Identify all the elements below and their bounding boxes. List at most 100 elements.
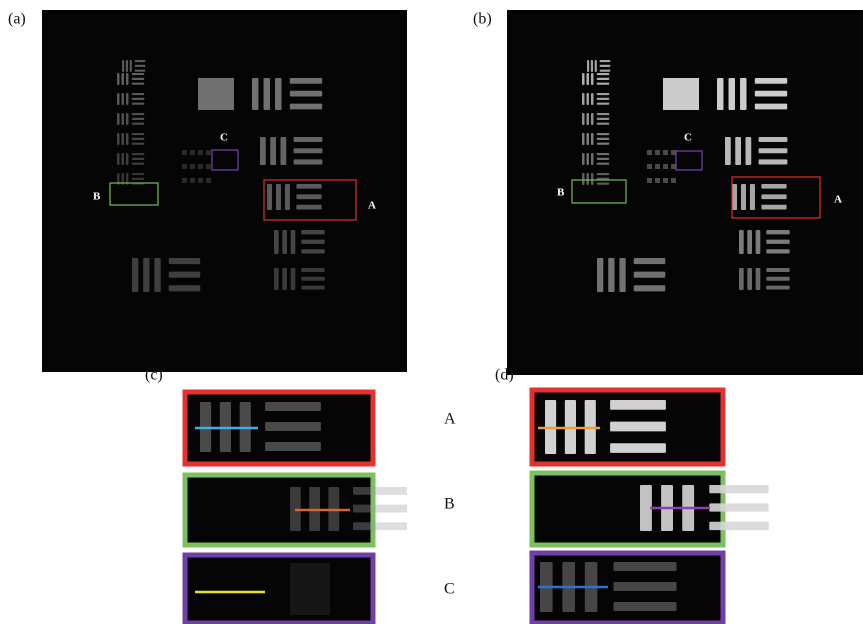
bar-pattern [132,103,145,105]
bar-pattern [717,78,723,110]
bar-pattern [198,164,203,169]
bar-pattern [634,285,666,291]
bar-pattern [709,503,768,511]
bar-pattern [756,268,761,290]
bar-pattern [634,272,666,278]
bar-pattern [671,150,676,155]
bar-pattern [586,113,589,125]
bar-pattern [132,113,145,115]
bar-pattern [756,230,761,254]
bar-pattern [732,184,737,210]
bar-pattern [126,133,129,145]
bar-pattern [614,602,677,611]
bar-pattern [759,137,788,142]
row-label: B [444,496,455,513]
bar-pattern [126,73,129,85]
bar-pattern [285,184,290,210]
bar-pattern [135,65,146,67]
bar-pattern [132,178,145,180]
bar-pattern [265,442,321,451]
bar-pattern [135,60,146,62]
bar-pattern [132,93,145,95]
bar-pattern [600,65,611,67]
region-label: C [684,132,692,144]
bar-pattern [614,562,677,571]
bar-pattern [198,178,203,183]
bar-pattern [290,104,322,110]
bar-pattern [610,422,666,432]
bar-pattern [597,118,610,120]
bar-pattern [761,184,786,189]
bar-pattern [132,83,145,85]
bar-pattern [126,113,129,125]
bar-pattern [735,137,741,165]
panel-label: (a) [8,11,26,28]
bar-pattern [582,173,585,185]
bar-pattern [294,159,323,164]
bar-pattern [121,153,124,165]
bar-pattern [755,78,787,84]
bar-pattern [750,184,755,210]
bar-pattern [282,230,287,254]
bar-pattern [597,163,610,165]
bar-pattern [132,153,145,155]
bar-pattern [353,487,407,495]
bar-pattern [766,249,789,253]
region-label: B [93,191,101,203]
region-label: A [368,200,376,212]
bar-pattern [132,73,145,75]
bar-pattern [274,268,279,290]
bar-pattern [296,184,321,189]
bar-pattern [182,164,187,169]
bar-pattern [265,402,321,411]
bar-pattern [291,268,296,290]
bar-pattern [132,143,145,145]
bar-pattern [766,230,789,234]
bar-pattern [591,113,594,125]
bar-pattern [117,133,120,145]
bar-pattern [761,194,786,199]
bar-pattern [597,138,610,140]
bar-pattern [597,143,610,145]
bar-pattern [655,150,660,155]
bar-pattern [647,164,652,169]
bar-pattern [663,150,668,155]
bar-pattern [121,93,124,105]
bar-pattern [759,159,788,164]
bar-pattern [591,173,594,185]
bar-pattern [132,98,145,100]
bar-pattern [132,78,145,80]
bar-pattern [655,178,660,183]
bar-pattern [130,60,132,72]
row-label: A [444,411,456,428]
bar-pattern [587,60,589,72]
bar-pattern [301,277,324,281]
bar-pattern [766,277,789,281]
bar-pattern [766,286,789,290]
bar-pattern [267,184,272,210]
bar-pattern [614,582,677,591]
bar-pattern [265,422,321,431]
bar-pattern [264,78,270,110]
bar-pattern [121,73,124,85]
bar-pattern [143,258,149,292]
bar-pattern [766,240,789,244]
bar-pattern [296,205,321,210]
bar-pattern [647,150,652,155]
bar-pattern [290,563,330,615]
bar-pattern [741,184,746,210]
bar-pattern [132,118,145,120]
bar-pattern [206,164,211,169]
bar-pattern [600,60,611,62]
bar-pattern [117,113,120,125]
bar-pattern [634,258,666,264]
bar-pattern [190,150,195,155]
bar-pattern [301,240,324,244]
bar-pattern [747,230,752,254]
bar-pattern [275,78,281,110]
bar-pattern [740,78,746,110]
bar-pattern [597,103,610,105]
bar-pattern [739,268,744,290]
bar-pattern [745,137,751,165]
bar-pattern [597,98,610,100]
